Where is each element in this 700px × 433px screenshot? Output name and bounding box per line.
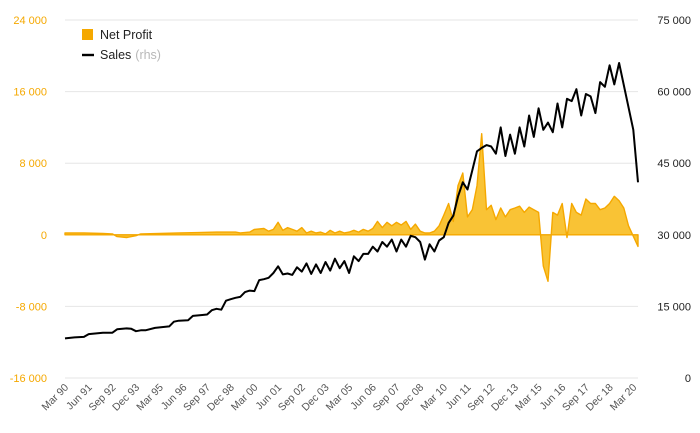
right-tick-label: 30 000: [657, 230, 691, 242]
net-profit-area-layer: [64, 133, 639, 282]
right-axis: 75 000 60 000 45 000 30 000 15 000 0: [657, 15, 691, 385]
left-tick-label: 24 000: [13, 15, 47, 27]
x-tick-label: Mar 95: [134, 382, 166, 414]
legend: Net Profit Sales (rhs): [82, 28, 161, 62]
left-tick-label: 0: [41, 230, 47, 242]
left-tick-label: -16 000: [10, 373, 47, 385]
right-tick-label: 15 000: [657, 301, 691, 313]
legend-net-profit-label: Net Profit: [100, 28, 153, 42]
legend-sales-name: Sales: [100, 48, 131, 62]
left-tick-label: -8 000: [16, 301, 47, 313]
gridlines: [65, 19, 638, 379]
right-tick-label: 60 000: [657, 87, 691, 99]
left-axis: 24 000 16 000 8 000 0 -8 000 -16 000: [10, 15, 47, 385]
right-tick-label: 0: [685, 373, 691, 385]
x-tick-label: Mar 15: [513, 382, 545, 414]
legend-sales-note: (rhs): [135, 48, 161, 62]
x-tick-label: Mar 00: [229, 382, 261, 414]
right-tick-label: 45 000: [657, 158, 691, 170]
right-tick-label: 75 000: [657, 15, 691, 27]
net-profit-area: [64, 133, 639, 282]
x-tick-label: Mar 10: [418, 382, 450, 414]
sales-line: [64, 62, 639, 340]
legend-sales-label: Sales (rhs): [100, 48, 161, 62]
left-tick-label: 8 000: [19, 158, 47, 170]
left-tick-label: 16 000: [13, 87, 47, 99]
legend-net-profit-swatch: [82, 29, 93, 40]
x-tick-label: Mar 20: [608, 382, 640, 414]
x-tick-label: Mar 90: [40, 382, 72, 414]
x-tick-label: Mar 05: [324, 382, 356, 414]
sales-line-layer: [64, 62, 639, 340]
